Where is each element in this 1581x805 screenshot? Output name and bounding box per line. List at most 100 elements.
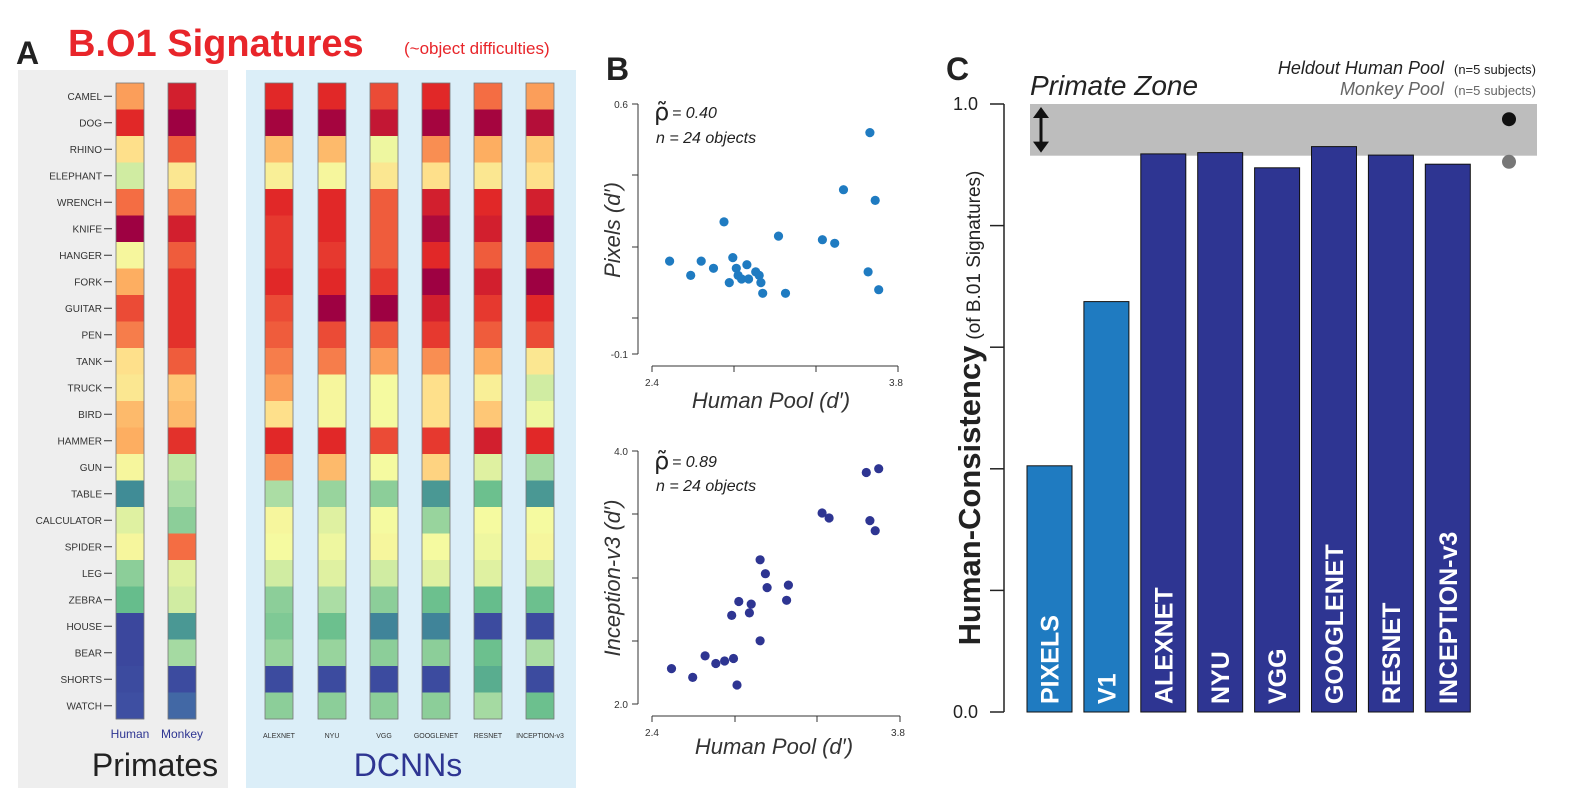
heatmap-cell — [422, 586, 450, 614]
heatmap-cell — [422, 692, 450, 720]
scatter-bottom-rho-symbol: ρ̃ — [654, 447, 669, 475]
heatmap-cell — [168, 401, 196, 428]
scatter-top-ytick-label: -0.1 — [611, 350, 629, 361]
double-arrow-icon — [1033, 107, 1049, 153]
heatmap-cell — [526, 507, 554, 534]
scatter-point — [754, 270, 764, 280]
scatter-point — [742, 260, 752, 270]
heatmap-cell — [318, 109, 346, 137]
heatmap-cell — [168, 560, 196, 587]
heatmap-cell — [265, 374, 293, 402]
heatmap-cell — [526, 242, 554, 269]
scatter-point — [865, 128, 875, 138]
primate-zone-band — [1030, 104, 1537, 156]
panel-c: C Primate Zone (n=5 subjects) Heldout Hu… — [946, 51, 1537, 722]
heatmap-row-label: FORK — [74, 277, 102, 288]
heatmap-cell — [168, 215, 196, 243]
heatmap-cell — [370, 348, 398, 375]
heatmap-cell — [370, 480, 398, 508]
heatmap-cell — [116, 586, 144, 614]
scatter-top-ytick-label: 0.6 — [614, 100, 628, 111]
bar — [1197, 152, 1244, 713]
heatmap-cell — [422, 613, 450, 640]
heatmap-column-label: INCEPTION-v3 — [516, 733, 564, 740]
heatmap-cell — [474, 321, 502, 349]
bar-label: NYU — [1207, 651, 1235, 704]
scatter-point — [755, 636, 765, 646]
heatmap-cell — [116, 454, 144, 481]
primate-zone-label: Primate Zone — [1030, 70, 1198, 101]
heatmap-cell — [168, 427, 196, 455]
scatter-point — [727, 610, 737, 621]
heatmap-cell — [422, 295, 450, 322]
legend-monkey: (n=5 subjects) Monkey Pool — [1340, 79, 1536, 99]
heatmap-row-label: GUN — [80, 463, 102, 474]
monkey-pool-marker — [1502, 154, 1516, 169]
heatmap-cell — [168, 507, 196, 534]
scatter-point — [758, 288, 768, 298]
scatter-top-xtick-label: 2.4 — [645, 378, 659, 389]
bar-label: PIXELS — [1037, 615, 1065, 704]
arrow-head-down — [1033, 141, 1049, 153]
heatmap-cell — [318, 427, 346, 455]
heatmap-cell — [168, 162, 196, 190]
heatmap-cell — [116, 136, 144, 163]
scatter-top-n: n = 24 objects — [656, 130, 756, 147]
bar — [1140, 153, 1187, 713]
heatmap-row-label: WRENCH — [57, 198, 102, 209]
heatmap-cell — [265, 268, 293, 296]
heatmap-cell — [265, 560, 293, 587]
heatmap-cell — [474, 639, 502, 667]
heatmap-cell — [370, 242, 398, 269]
heatmap-cell — [168, 348, 196, 375]
heatmap-cell — [422, 533, 450, 561]
bar — [1083, 301, 1130, 713]
heatmap-cell — [422, 136, 450, 163]
scatter-top-rho-symbol: ρ̃ — [654, 98, 669, 126]
bar-label: GOOGLENET — [1321, 544, 1349, 704]
scatter-point — [737, 274, 747, 284]
scatter-bottom-xtick-label: 3.8 — [891, 728, 905, 739]
heatmap-cell — [526, 321, 554, 349]
bar-ytick-label-bottom: 0.0 — [953, 702, 978, 722]
heatmap-cell — [370, 507, 398, 534]
heatmap-cell — [474, 586, 502, 614]
heatmap-cell — [116, 321, 144, 349]
scatter-point — [762, 583, 772, 593]
heatmap-cell — [474, 533, 502, 561]
heatmap-column-label: VGG — [376, 733, 392, 740]
heatmap-cell — [116, 560, 144, 587]
heatmap-cell — [474, 480, 502, 508]
heatmap-cell — [370, 401, 398, 428]
heatmap-cell — [370, 295, 398, 322]
heatmap-cell — [168, 109, 196, 137]
heatmap-cell — [370, 692, 398, 720]
heatmap-cell — [265, 666, 293, 693]
heatmap-cell — [370, 639, 398, 667]
heatmap-cell — [168, 480, 196, 508]
heatmap-cell — [318, 162, 346, 190]
bar — [1026, 465, 1073, 713]
scatter-point — [780, 288, 791, 298]
heatmap-cell — [168, 374, 196, 402]
heatmap-cell — [422, 427, 450, 455]
heatmap-cell — [116, 242, 144, 269]
heatmap-cell — [318, 268, 346, 296]
heatmap-cell — [474, 613, 502, 640]
heatmap-row-label: TABLE — [71, 489, 102, 500]
scatter-point — [874, 285, 884, 295]
scatter-bottom-n: n = 24 objects — [656, 478, 756, 495]
heatmap-cell — [526, 401, 554, 428]
heatmap-cell — [474, 374, 502, 402]
heatmap-cell — [116, 401, 144, 428]
heatmap-cell — [168, 586, 196, 614]
heatmap-cell — [265, 109, 293, 137]
heatmap-cell — [422, 507, 450, 534]
heatmap-cell — [526, 533, 554, 561]
heatmap-cell — [168, 295, 196, 322]
heatmap-cell — [265, 162, 293, 190]
heatmap-column-label: NYU — [325, 733, 340, 740]
scatter-point — [734, 596, 744, 607]
heatmap-cell — [526, 295, 554, 322]
heatmap-cell — [422, 268, 450, 296]
